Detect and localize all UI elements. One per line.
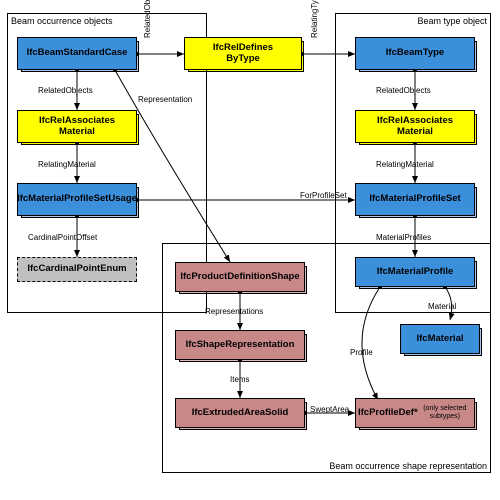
edge-label: RelatingMaterial xyxy=(376,160,434,169)
node-label: IfcMaterialProfileSetUsage xyxy=(17,194,137,205)
group-label: Beam type object xyxy=(417,16,487,26)
node-label: IfcMaterialProfile xyxy=(377,267,454,278)
node-profSet: IfcMaterialProfileSet xyxy=(355,183,475,216)
edge-label: MaterialProfiles xyxy=(376,233,431,242)
edge-label: Material xyxy=(428,302,456,311)
node-profDef: IfcProfileDef*(only selected subtypes) xyxy=(355,398,475,428)
node-label: IfcMaterial xyxy=(417,334,464,345)
edge-label: RelatedObjects xyxy=(38,86,93,95)
node-cardEnum: IfcCardinalPointEnum xyxy=(17,257,137,282)
node-label: IfcRelDefinesByType xyxy=(213,43,273,65)
edge-label: RelatedObjects xyxy=(376,86,431,95)
edge-label: Representations xyxy=(205,307,263,316)
node-occBeam: IfcBeamStandardCase xyxy=(17,37,137,70)
node-label: IfcRelAssociatesMaterial xyxy=(39,116,115,138)
edge-label: ForProfileSet xyxy=(300,191,347,200)
node-material: IfcMaterial xyxy=(400,324,480,354)
node-label: IfcBeamType xyxy=(386,48,444,59)
node-occUsage: IfcMaterialProfileSetUsage xyxy=(17,183,137,216)
node-label: IfcBeamStandardCase xyxy=(27,48,128,59)
node-relDef: IfcRelDefinesByType xyxy=(184,37,302,70)
node-shapeRep: IfcShapeRepresentation xyxy=(175,330,305,360)
node-label: IfcCardinalPointEnum xyxy=(27,264,126,275)
edge-label: Profile xyxy=(350,348,373,357)
node-note: (only selected subtypes) xyxy=(418,405,472,421)
node-prodDef: IfcProductDefinitionShape xyxy=(175,262,305,292)
edge-label: CardinalPointOffset xyxy=(28,233,97,242)
edge-label: RelatingMaterial xyxy=(38,160,96,169)
edge-label: RelatingType xyxy=(310,0,319,38)
edge-label: SweptArea xyxy=(310,405,349,414)
edge-label: RelatedObjects xyxy=(143,0,152,38)
group-label: Beam occurrence objects xyxy=(11,16,113,26)
group-label: Beam occurrence shape representation xyxy=(329,461,487,471)
node-solid: IfcExtrudedAreaSolid xyxy=(175,398,305,428)
node-label: IfcRelAssociatesMaterial xyxy=(377,116,453,138)
node-label: IfcMaterialProfileSet xyxy=(369,194,460,205)
node-label: IfcExtrudedAreaSolid xyxy=(192,408,289,419)
edge-label: Items xyxy=(230,375,250,384)
node-label: IfcProfileDef* xyxy=(358,408,418,419)
node-typeBeam: IfcBeamType xyxy=(355,37,475,70)
node-typeAssoc: IfcRelAssociatesMaterial xyxy=(355,110,475,143)
node-label: IfcProductDefinitionShape xyxy=(180,272,299,283)
edge-label: Representation xyxy=(138,95,192,104)
node-label: IfcShapeRepresentation xyxy=(186,340,295,351)
node-occAssoc: IfcRelAssociatesMaterial xyxy=(17,110,137,143)
node-matProf: IfcMaterialProfile xyxy=(355,257,475,287)
